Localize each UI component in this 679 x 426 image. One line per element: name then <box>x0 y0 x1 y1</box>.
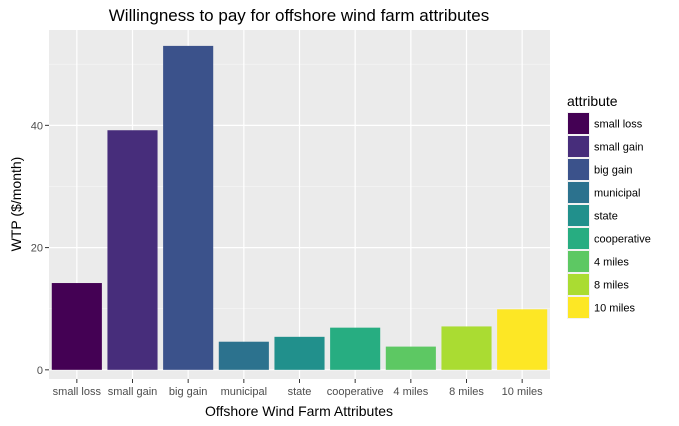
legend-swatch-8-miles <box>568 274 589 295</box>
legend-swatch-cooperative <box>568 228 589 249</box>
y-tick-label: 40 <box>31 120 43 132</box>
bar-municipal <box>218 341 269 370</box>
y-axis-label: WTP ($/month) <box>8 157 24 252</box>
legend-label: 4 miles <box>594 257 629 269</box>
y-tick-label: 20 <box>31 243 43 255</box>
bar-cooperative <box>330 327 381 370</box>
legend-label: cooperative <box>594 234 651 246</box>
legend-swatch-small-loss <box>568 113 589 134</box>
legend-label: big gain <box>594 165 633 177</box>
legend-label: small loss <box>594 119 643 131</box>
legend-swatch-state <box>568 205 589 226</box>
bar-state <box>274 336 325 370</box>
x-axis-label: Offshore Wind Farm Attributes <box>205 403 393 419</box>
legend-label: 8 miles <box>594 280 629 292</box>
y-axis-ticks: 0 20 40 <box>31 120 49 377</box>
legend-swatch-4-miles <box>568 251 589 272</box>
bar-8-miles <box>441 326 492 370</box>
legend-label: small gain <box>594 142 644 154</box>
bar-4-miles <box>385 346 436 370</box>
legend-label: municipal <box>594 188 640 200</box>
legend: attribute small loss small gain big gain mu… <box>567 93 651 319</box>
x-tick-label: big gain <box>169 386 208 398</box>
x-tick-label: 4 miles <box>393 386 428 398</box>
legend-title: attribute <box>567 93 618 109</box>
bar-big-gain <box>163 45 214 370</box>
y-tick-label: 0 <box>37 365 43 377</box>
x-tick-label: small gain <box>108 386 158 398</box>
x-tick-label: state <box>288 386 312 398</box>
legend-swatch-big-gain <box>568 159 589 180</box>
x-tick-label: municipal <box>221 386 267 398</box>
bar-10-miles <box>497 309 548 370</box>
x-axis-ticks: small loss small gain big gain municipal sta… <box>53 379 543 398</box>
x-tick-label: cooperative <box>327 386 384 398</box>
legend-swatch-10-miles <box>568 297 589 318</box>
legend-swatch-municipal <box>568 182 589 203</box>
bar-small-loss <box>51 283 102 370</box>
legend-label: 10 miles <box>594 303 635 315</box>
x-tick-label: 8 miles <box>449 386 484 398</box>
chart-title: Willingness to pay for offshore wind far… <box>109 6 489 25</box>
legend-swatch-small-gain <box>568 136 589 157</box>
bar-small-gain <box>107 130 158 370</box>
x-tick-label: 10 miles <box>502 386 543 398</box>
bars <box>51 45 548 370</box>
x-tick-label: small loss <box>53 386 102 398</box>
legend-label: state <box>594 211 618 223</box>
